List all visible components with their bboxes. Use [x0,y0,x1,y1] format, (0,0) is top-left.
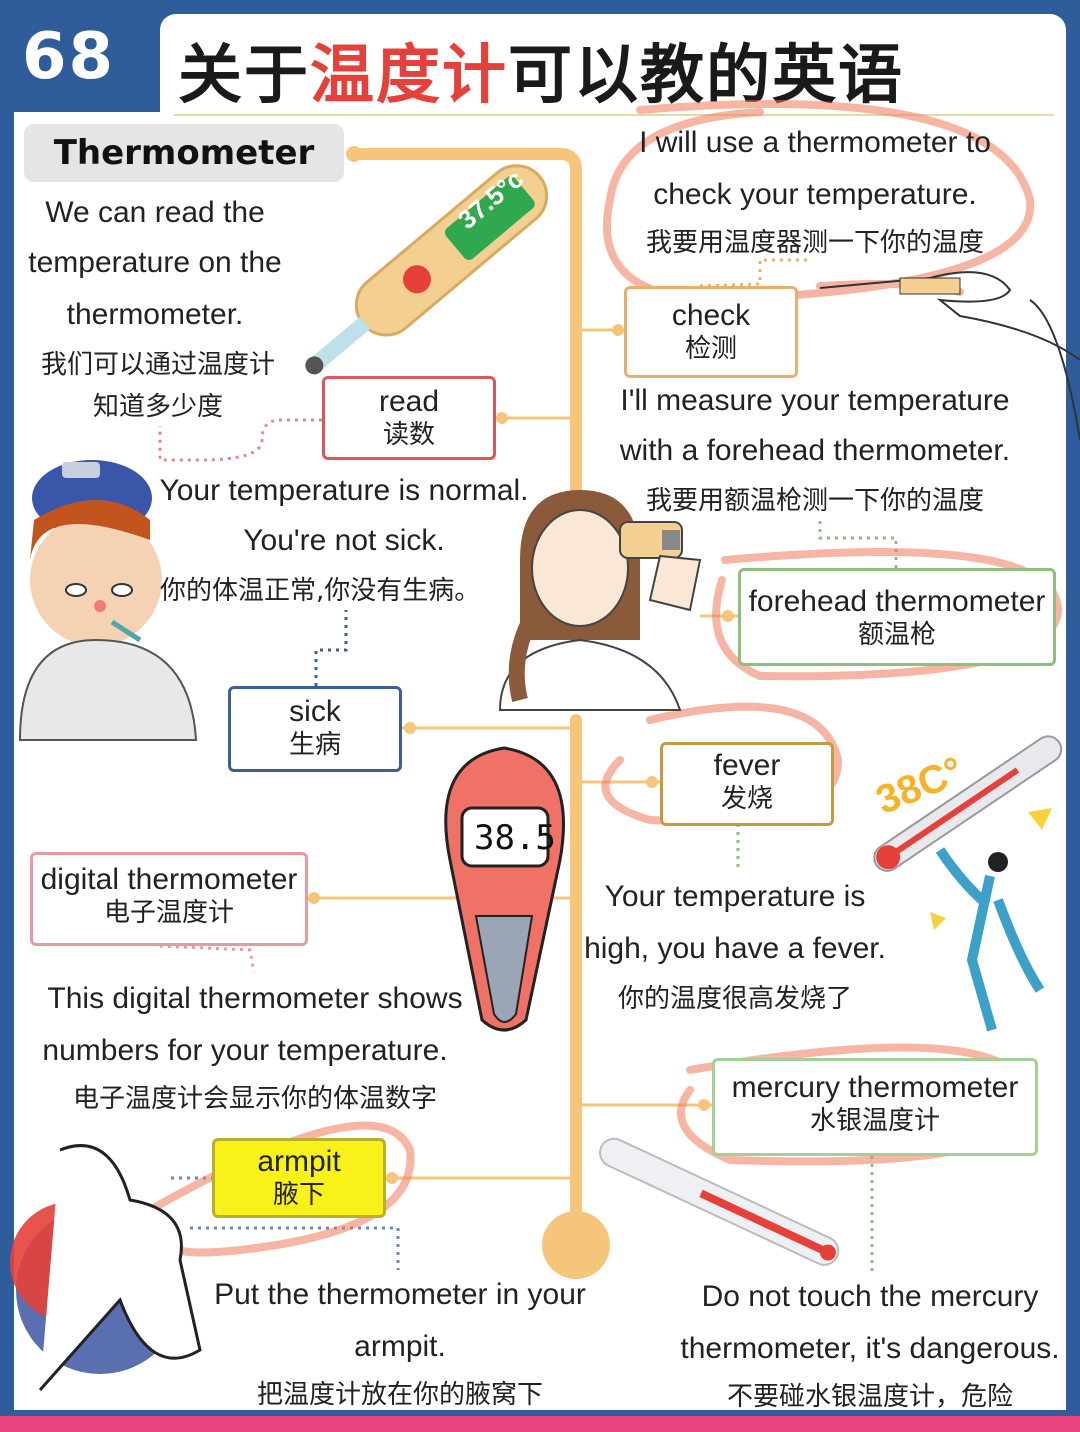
vocab-mercury-cn: 水银温度计 [809,1106,940,1136]
vocab-mercury-en: mercury thermometer [731,1071,1019,1104]
trunk-start-dot [346,146,362,162]
sentence-digital-cn: 电子温度计会显示你的体温数字 [72,1084,437,1114]
sentence-normal-en-1: Your temperature is normal. [159,474,529,507]
vocab-fever: fever 发烧 [660,742,834,826]
sentence-armpit-cn: 把温度计放在你的腋窝下 [256,1380,543,1410]
trunk-end-circle [542,1211,610,1279]
trunk-upper [348,148,582,646]
vocab-digital-en: digital thermometer [40,863,298,896]
forehead-check-illustration [498,490,702,711]
vocab-check: check 检测 [624,286,798,378]
connector-dots [308,324,734,1184]
title-banner [160,14,1066,114]
mercury-thermometer-illustration [599,1137,840,1266]
intro-cn-line-1: 我们可以通过温度计 [40,350,275,380]
digital-thermometer-top-illustration [305,164,549,375]
dotted-arrows [158,258,898,1272]
sentence-mercury-cn: 不要碰水银温度计，危险 [726,1382,1013,1412]
vocab-check-cn: 检测 [684,334,737,364]
intro-line-1: We can read the [45,196,265,229]
sentence-fever-en-2: high, you have a fever. [584,932,886,965]
vocab-forehead-en: forehead thermometer [748,585,1046,618]
sentence-forehead-en-1: I'll measure your temperature [620,384,1010,417]
title-part-3: 可以教的英语 [508,39,904,113]
armpit-illustration [10,1144,202,1391]
vocab-fever-cn: 发烧 [720,784,773,814]
section-label: Thermometer [24,124,344,182]
lesson-number: 68 [22,20,116,94]
sentence-mercury-en-2: thermometer, it's dangerous. [680,1332,1060,1365]
intro-line-2: temperature on the [28,246,282,279]
vocab-sick-cn: 生病 [288,730,341,760]
bottom-strip [0,1416,1080,1432]
sentence-armpit-en-2: armpit. [354,1330,446,1363]
sentence-fever-cn: 你的温度很高发烧了 [617,984,852,1014]
fever-illustration [873,735,1063,1032]
vocab-armpit: armpit 腋下 [212,1138,386,1218]
sentence-fever-en-1: Your temperature is [604,880,866,913]
intro-line-3: thermometer. [66,298,244,331]
vocab-armpit-en: armpit [257,1145,341,1178]
sentence-armpit-en-1: Put the thermometer in your [214,1278,586,1311]
vocab-forehead-thermometer: forehead thermometer 额温枪 [738,568,1056,666]
vocab-forehead-cn: 额温枪 [857,620,936,650]
title-part-1: 关于 [178,39,310,113]
content-panel [14,112,1066,1410]
sentence-forehead-en-2: with a forehead thermometer. [619,434,1011,467]
vocab-read-cn: 读数 [382,420,435,450]
sentence-check-en-1: I will use a thermometer to [639,126,991,159]
vocab-check-en: check [671,299,751,332]
intro-cn-line-2: 知道多少度 [92,392,223,422]
hand-with-thermometer-illustration [819,271,1080,441]
sentence-normal-en-2: You're not sick. [243,524,445,557]
vocab-digital-thermometer: digital thermometer 电子温度计 [30,852,308,946]
page-title: 关于温度计可以教的英语 [178,24,904,116]
trunk-lines [348,148,582,1231]
title-part-2: 温度计 [310,39,508,113]
title-underline [174,114,1054,116]
sentence-normal-cn: 你的体温正常,你没有生病。 [160,576,481,606]
digital-thermometer-reading: 38.5 [474,818,556,858]
sentence-digital-en-1: This digital thermometer shows [47,982,463,1015]
vocab-read-en: read [378,385,440,418]
sentence-mercury-en-1: Do not touch the mercury [701,1280,1039,1313]
digital-thermometer-illustration [444,746,565,1032]
sick-boy-illustration [18,460,198,741]
vocab-sick: sick 生病 [228,686,402,772]
sentence-check-en-2: check your temperature. [653,178,977,211]
vocab-read: read 读数 [322,376,496,460]
vocab-mercury-thermometer: mercury thermometer 水银温度计 [712,1058,1038,1156]
sentence-digital-en-2: numbers for your temperature. [42,1034,448,1067]
sentence-check-cn: 我要用温度器测一下你的温度 [645,228,984,258]
vocab-digital-cn: 电子温度计 [103,898,234,928]
sentence-forehead-cn: 我要用额温枪测一下你的温度 [645,486,984,516]
vocab-sick-en: sick [289,695,341,728]
vocab-armpit-cn: 腋下 [272,1180,325,1210]
vocab-fever-en: fever [713,749,781,782]
